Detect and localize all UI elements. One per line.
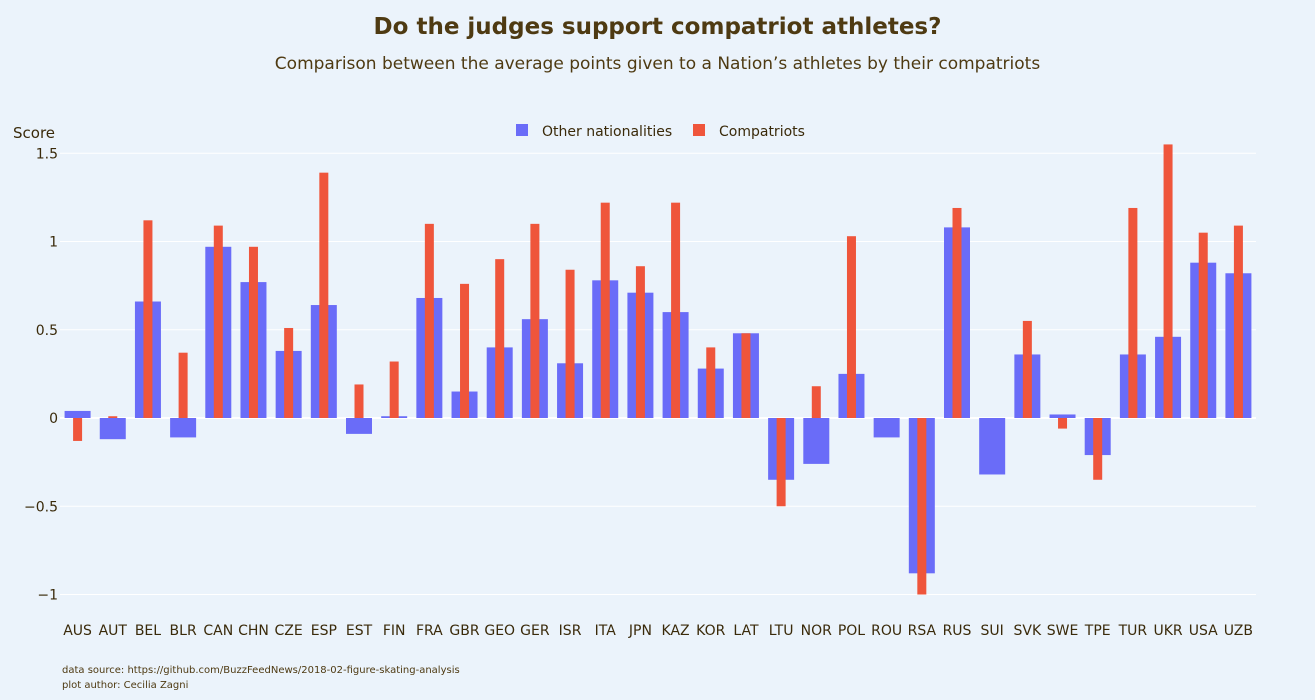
x-tick-label: USA — [1189, 623, 1218, 639]
bar-other-nationalities-aut[interactable] — [99, 418, 126, 440]
x-tick-label: TPE — [1084, 623, 1111, 639]
bar-other-nationalities-nor[interactable] — [803, 418, 830, 464]
bar-compatriots-lat[interactable] — [741, 333, 751, 418]
x-tick-label: RUS — [943, 623, 972, 639]
x-tick-label: UKR — [1153, 623, 1182, 639]
legend-label-other[interactable]: Other nationalities — [542, 124, 672, 140]
x-tick-label: EST — [346, 623, 373, 639]
chart-title: Do the judges support compatriot athlete… — [373, 14, 942, 40]
bar-compatriots-cze[interactable] — [284, 327, 294, 418]
bar-compatriots-nor[interactable] — [811, 386, 821, 418]
x-tick-label: BEL — [135, 623, 161, 639]
x-tick-label: SVK — [1014, 623, 1042, 639]
x-tick-label: FIN — [383, 623, 406, 639]
bar-compatriots-usa[interactable] — [1198, 232, 1208, 418]
x-tick-label: ITA — [595, 623, 617, 639]
bar-compatriots-ukr[interactable] — [1163, 144, 1173, 419]
legend-label-compatriots[interactable]: Compatriots — [719, 124, 805, 140]
bar-compatriots-gbr[interactable] — [460, 283, 470, 418]
x-tick-label: LAT — [733, 623, 759, 639]
bar-compatriots-jpn[interactable] — [635, 266, 645, 418]
bar-compatriots-ita[interactable] — [600, 202, 610, 418]
y-axis-label: Score — [13, 124, 55, 142]
bar-compatriots-kor[interactable] — [706, 347, 716, 418]
x-tick-label: TUR — [1118, 623, 1148, 639]
bar-compatriots-tpe[interactable] — [1093, 418, 1103, 480]
x-tick-label: SUI — [981, 623, 1004, 639]
bar-other-nationalities-blr[interactable] — [170, 418, 197, 438]
x-tick-label: RSA — [908, 623, 937, 639]
legend-swatch-compatriots[interactable] — [693, 124, 705, 136]
bar-compatriots-blr[interactable] — [178, 352, 188, 418]
bar-compatriots-geo[interactable] — [495, 259, 505, 418]
y-tick-label: −1 — [37, 588, 58, 604]
bar-other-nationalities-aus[interactable] — [64, 410, 91, 418]
bar-compatriots-est[interactable] — [354, 384, 364, 418]
x-tick-label: ISR — [559, 623, 582, 639]
x-tick-label: AUT — [99, 623, 128, 639]
y-tick-label: 1.5 — [36, 146, 58, 162]
x-tick-label: GEO — [484, 623, 515, 639]
x-tick-label: ROU — [871, 623, 902, 639]
legend[interactable]: Other nationalities Compatriots — [516, 124, 805, 140]
bar-compatriots-swe[interactable] — [1058, 418, 1068, 429]
y-tick-label: 1 — [49, 235, 58, 251]
bar-other-nationalities-swe[interactable] — [1049, 414, 1076, 418]
x-tick-label: POL — [838, 623, 865, 639]
x-axis-ticks: AUS AUT BEL BLR CAN CHN CZE ESP EST FIN FRA GBR GEO G… — [63, 623, 1253, 639]
bar-compatriots-rsa[interactable] — [917, 418, 927, 595]
bar-compatriots-ltu[interactable] — [776, 418, 786, 507]
x-tick-label: JPN — [628, 623, 652, 639]
bar-other-nationalities-est[interactable] — [346, 418, 372, 434]
bar-compatriots-svk[interactable] — [1022, 320, 1032, 418]
bar-compatriots-fin[interactable] — [389, 361, 399, 418]
bar-compatriots-uzb[interactable] — [1233, 225, 1243, 418]
y-tick-label: 0 — [49, 411, 58, 427]
bar-compatriots-bel[interactable] — [143, 220, 153, 418]
x-tick-label: ESP — [311, 623, 337, 639]
x-tick-label: KAZ — [662, 623, 690, 639]
legend-swatch-other[interactable] — [516, 124, 528, 136]
x-tick-label: GER — [520, 623, 550, 639]
bar-compatriots-chn[interactable] — [248, 246, 258, 418]
x-tick-label: LTU — [769, 623, 794, 639]
bar-compatriots-isr[interactable] — [565, 269, 575, 418]
x-tick-label: UZB — [1224, 623, 1253, 639]
bars — [64, 144, 1252, 595]
y-axis-ticks: −1 −0.5 0 0.5 1 1.5 — [24, 146, 58, 603]
bar-compatriots-kaz[interactable] — [671, 202, 681, 418]
x-tick-label: AUS — [63, 623, 92, 639]
bar-compatriots-ger[interactable] — [530, 223, 540, 418]
plot-author-note: plot author: Cecilia Zagni — [62, 680, 189, 691]
bar-compatriots-fra[interactable] — [424, 223, 434, 418]
bar-other-nationalities-rou[interactable] — [873, 418, 900, 438]
x-tick-label: SWE — [1047, 623, 1079, 639]
x-tick-label: NOR — [801, 623, 832, 639]
bar-compatriots-aut[interactable] — [108, 416, 118, 418]
bar-other-nationalities-sui[interactable] — [979, 418, 1006, 475]
y-tick-label: −0.5 — [24, 499, 58, 515]
y-tick-label: 0.5 — [36, 323, 58, 339]
bar-compatriots-pol[interactable] — [846, 236, 856, 418]
x-tick-label: FRA — [416, 623, 443, 639]
x-tick-label: CZE — [275, 623, 303, 639]
x-tick-label: GBR — [449, 623, 479, 639]
chart-subtitle: Comparison between the average points gi… — [274, 54, 1041, 74]
gridlines — [60, 152, 1256, 595]
data-source-note: data source: https://github.com/BuzzFeed… — [62, 665, 460, 676]
x-tick-label: KOR — [696, 623, 725, 639]
bar-compatriots-tur[interactable] — [1128, 207, 1138, 418]
x-tick-label: CAN — [203, 623, 233, 639]
bar-compatriots-rus[interactable] — [952, 207, 962, 418]
x-tick-label: CHN — [238, 623, 269, 639]
bar-compatriots-can[interactable] — [213, 225, 223, 418]
bar-compatriots-esp[interactable] — [319, 172, 329, 418]
x-tick-label: BLR — [170, 623, 197, 639]
bar-compatriots-aus[interactable] — [73, 418, 83, 441]
